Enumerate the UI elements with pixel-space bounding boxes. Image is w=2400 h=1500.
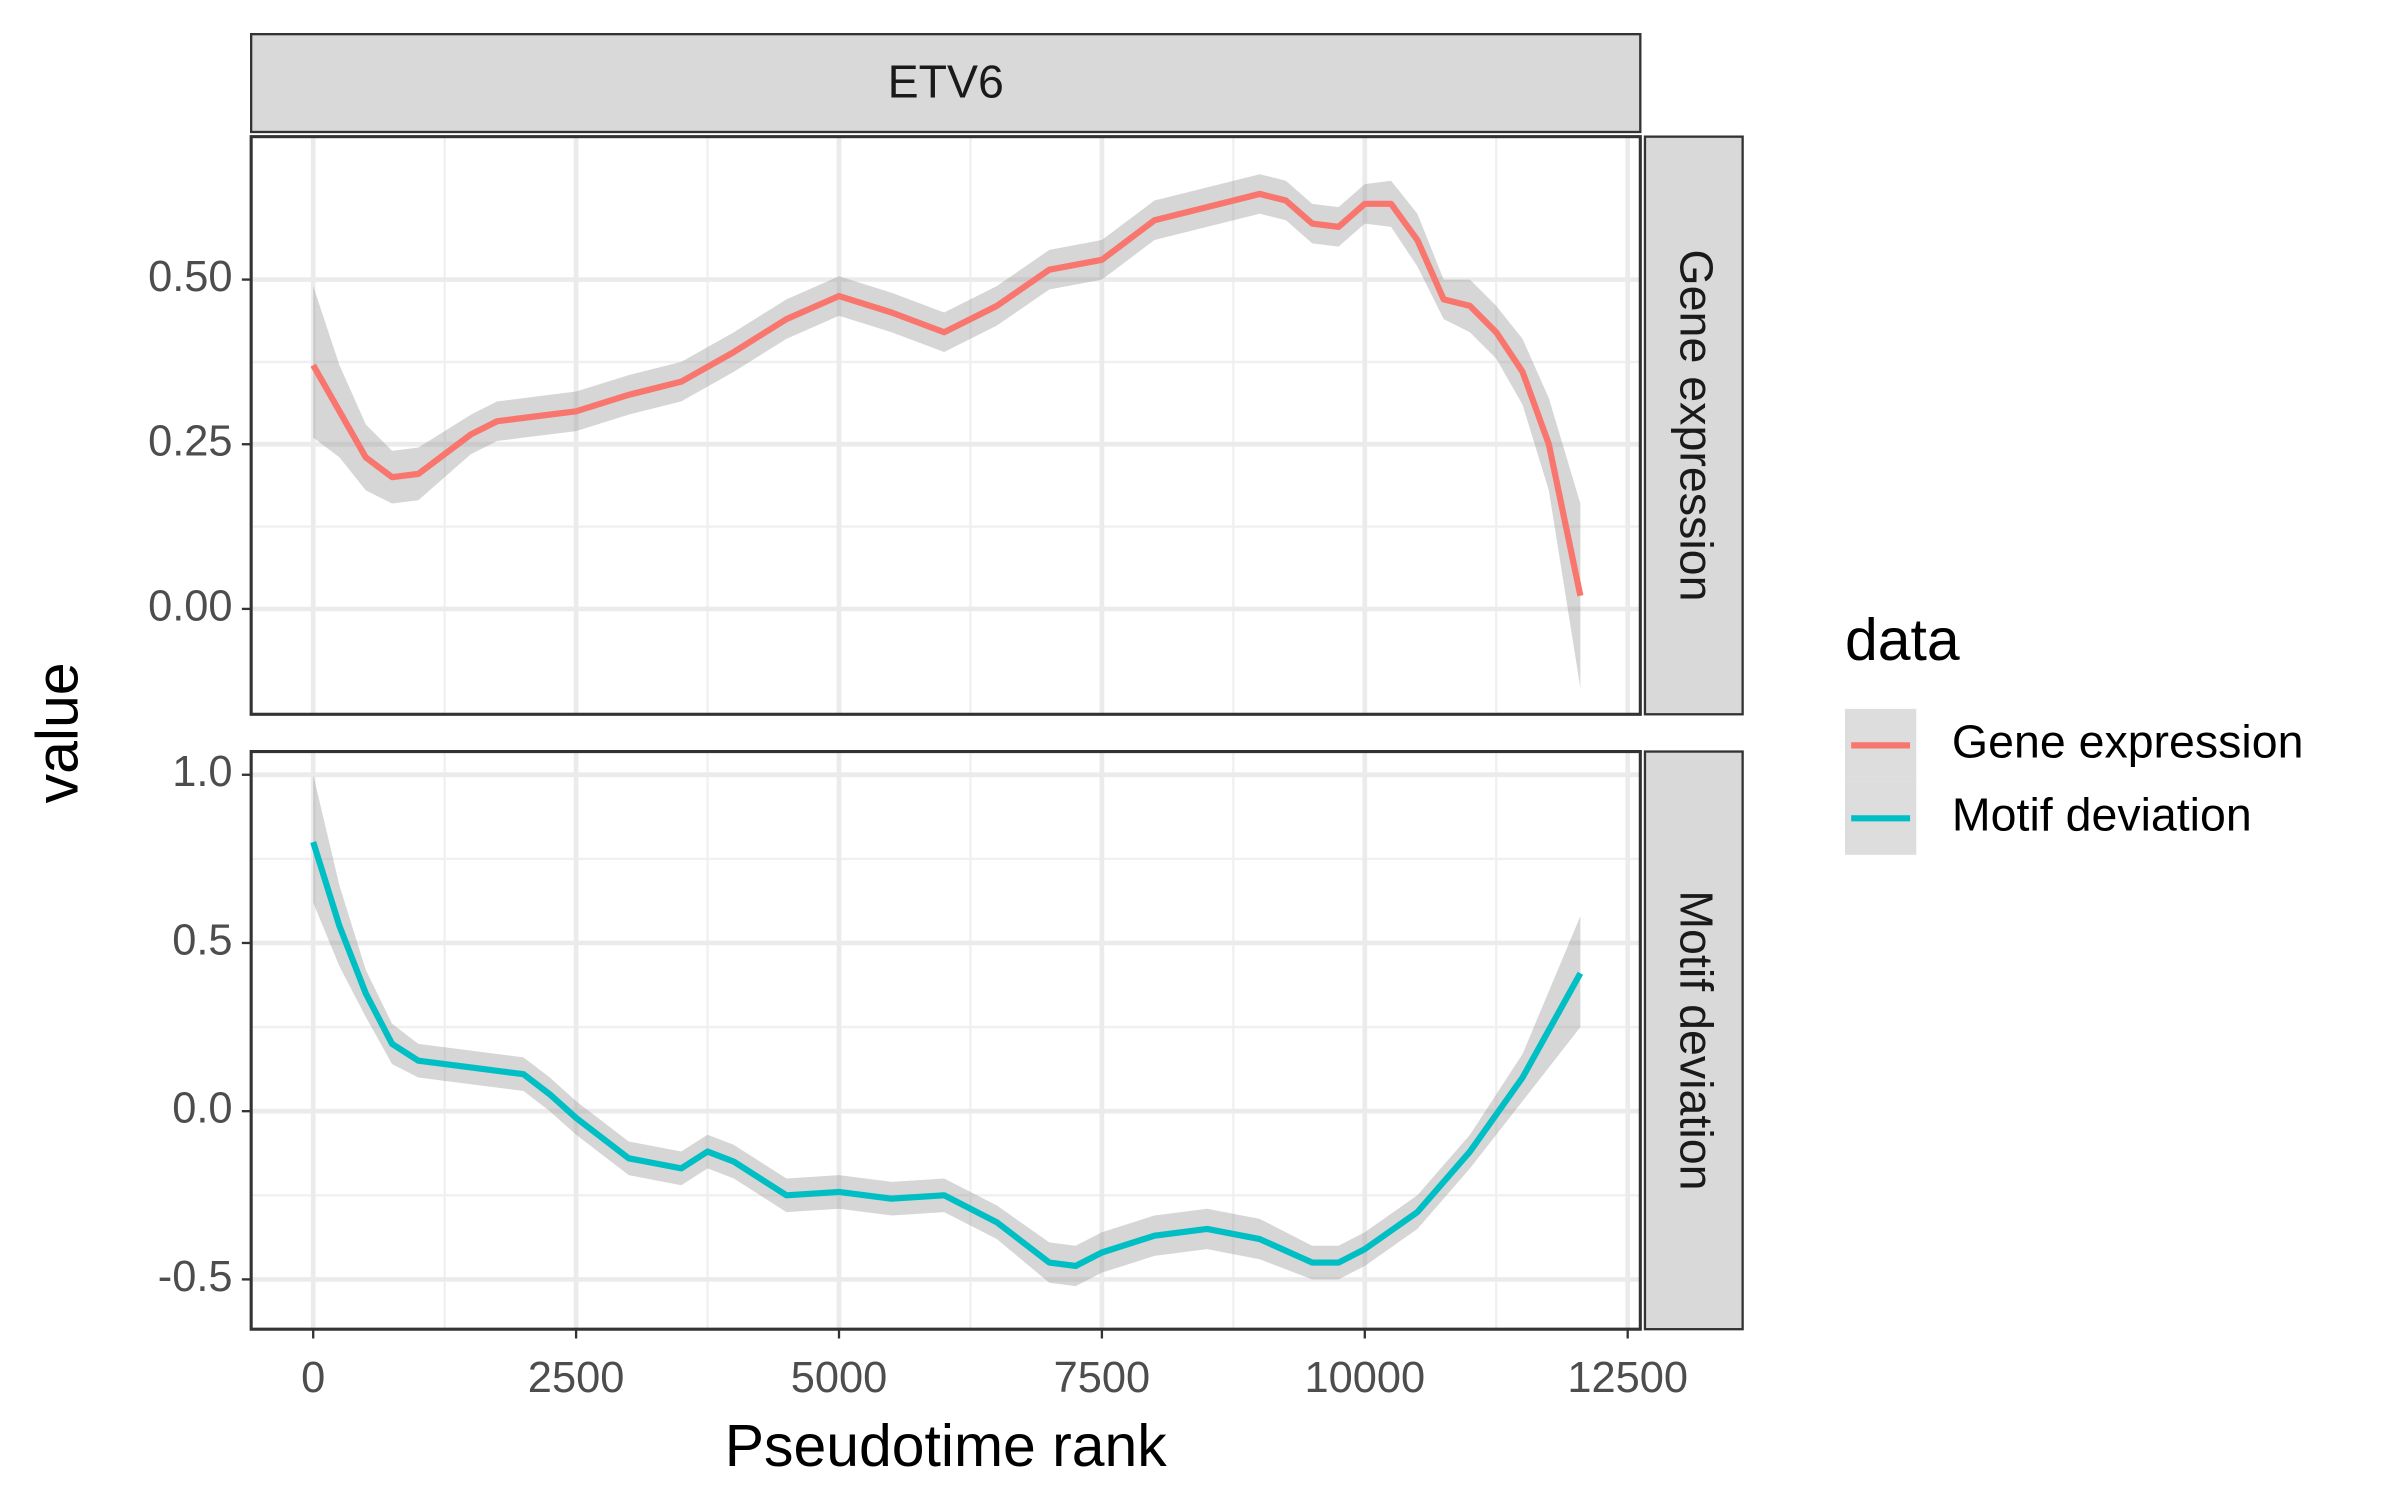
y-tick-label: 0.25: [148, 418, 232, 466]
panel-background: [251, 751, 1641, 1330]
line: [310, 190, 1584, 597]
y-axis-title: value: [26, 662, 91, 803]
panel-strip: [1643, 135, 1744, 716]
panel-strip: [1643, 750, 1744, 1331]
panel-border: [249, 750, 1642, 1331]
y-tick-label: 0.00: [148, 582, 232, 630]
panel-strip-label: Gene expression: [1671, 249, 1723, 601]
panel-border: [249, 135, 1642, 716]
facet-strip: [250, 32, 1642, 134]
legend-label: Gene expression: [1952, 716, 2304, 768]
y-tick-label: 0.5: [172, 916, 232, 964]
x-tick-label: 7500: [1054, 1354, 1151, 1402]
y-tick-label: 1.0: [172, 748, 232, 796]
legend-title: data: [1845, 608, 1960, 673]
x-axis-title: Pseudotime rank: [725, 1414, 1168, 1479]
facet-title: ETV6: [888, 56, 1004, 108]
panel-strip-label: Motif deviation: [1671, 890, 1723, 1190]
x-tick-label: 0: [301, 1354, 325, 1402]
y-tick-label: -0.5: [158, 1253, 233, 1301]
legend-label: Motif deviation: [1952, 789, 2252, 841]
x-tick-label: 5000: [791, 1354, 888, 1402]
x-tick-label: 12500: [1567, 1354, 1688, 1402]
y-tick-label: 0.50: [148, 253, 232, 301]
y-tick-label: 0.0: [172, 1085, 232, 1133]
x-tick-label: 10000: [1304, 1354, 1425, 1402]
x-tick-label: 2500: [528, 1354, 625, 1402]
confidence-band: [313, 174, 1581, 688]
line: [310, 841, 1584, 1270]
